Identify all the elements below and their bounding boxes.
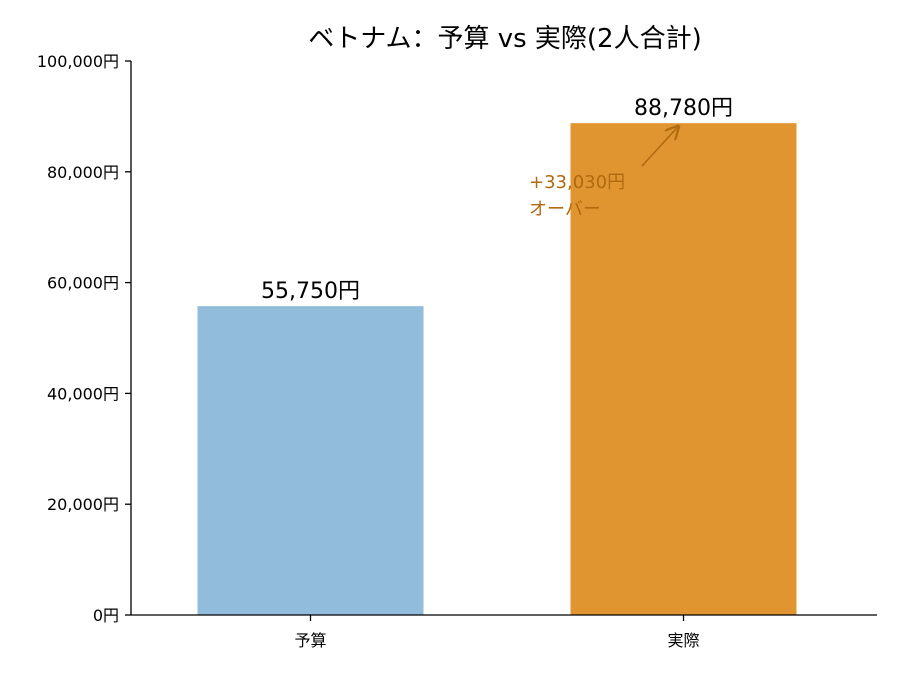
y-tick-label: 20,000円 bbox=[47, 495, 119, 514]
bar-value-label: 88,780円 bbox=[634, 96, 733, 121]
bar-1 bbox=[197, 306, 424, 615]
x-tick-label: 実際 bbox=[667, 631, 699, 650]
annotation-arrow bbox=[641, 126, 679, 167]
y-tick-label: 60,000円 bbox=[47, 274, 119, 293]
x-axis: 予算 実際 bbox=[131, 614, 877, 650]
bars: 55,750円 88,780円 bbox=[197, 96, 797, 615]
annotation-text: +33,030円 bbox=[529, 172, 625, 193]
bar-2 bbox=[570, 123, 797, 615]
y-tick-label: 100,000円 bbox=[37, 52, 119, 71]
y-tick-label: 0円 bbox=[93, 606, 119, 625]
chart-title: ベトナム：予算 vs 実際(2人合計) bbox=[308, 24, 702, 54]
y-tick-label: 40,000円 bbox=[47, 384, 119, 403]
bar-value-label: 55,750円 bbox=[261, 279, 360, 304]
x-tick-label: 予算 bbox=[294, 631, 326, 650]
y-axis: 0円 20,000円 40,000円 60,000円 80,000円 100,000円 bbox=[37, 52, 132, 625]
y-tick-label: 80,000円 bbox=[47, 163, 119, 182]
annotation-text: オーバー bbox=[529, 199, 601, 220]
